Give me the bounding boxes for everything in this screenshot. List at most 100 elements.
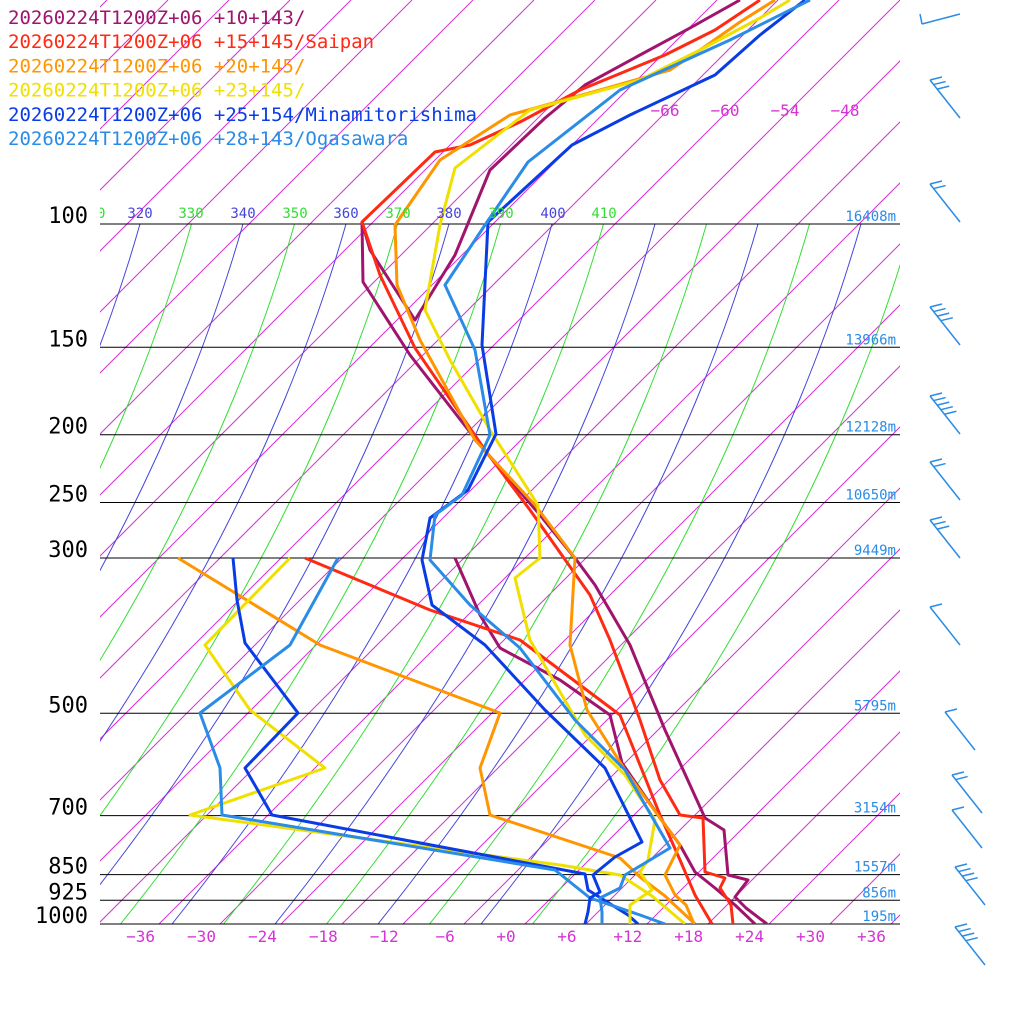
legend-entry: 20260224T1200Z+06 +20+145/ (8, 55, 305, 77)
height-label: 9449m (854, 543, 896, 559)
height-label: 195m (862, 909, 896, 925)
temperature-line (428, 0, 811, 924)
dry-adiabat-line (480, 223, 862, 924)
dry-adiabat-line (223, 223, 604, 924)
theta-label: 410 (591, 206, 616, 222)
isotherm-line (100, 0, 413, 313)
height-label: 16408m (845, 209, 896, 225)
wind-barb (929, 76, 961, 119)
temperature-tick-label: +36 (857, 927, 886, 946)
wind-barb (951, 771, 983, 814)
wind-barb (929, 303, 961, 346)
isotherm-line (100, 0, 474, 374)
dewpoint-line (188, 556, 686, 924)
isotherm-line (1013, 0, 1024, 924)
dry-adiabat-line (100, 223, 398, 817)
wind-barb (954, 863, 986, 906)
legend-entry: 20260224T1200Z+06 +15+145/Saipan (8, 31, 374, 53)
theta-label-partial: 0 (97, 206, 105, 222)
theta-label: 360 (333, 206, 358, 222)
isotherm-line (100, 0, 900, 801)
pressure-label: 925 (48, 880, 88, 905)
theta-label: 330 (178, 206, 203, 222)
temperature-tick-label: −6 (435, 927, 454, 946)
temperature-tick-label: −36 (126, 927, 155, 946)
pressure-label: 1000 (35, 904, 88, 929)
theta-label: 400 (540, 206, 565, 222)
dry-adiabat-line (274, 223, 656, 924)
pressure-label: 850 (48, 855, 88, 880)
temperature-line (420, 0, 806, 924)
height-label: 13966m (845, 332, 896, 348)
isotherm-line (524, 548, 900, 924)
dry-adiabat-line (100, 223, 141, 347)
pressure-label: 150 (48, 327, 88, 352)
isotherm-label: −60 (711, 101, 740, 120)
dewpoint-line (304, 556, 714, 924)
isotherm-label: −48 (831, 101, 860, 120)
dry-adiabat-line (377, 223, 759, 924)
pressure-label: 700 (48, 796, 88, 821)
temperature-tick-label: +24 (735, 927, 764, 946)
height-label: 1557m (854, 860, 896, 876)
wind-barb (929, 516, 961, 559)
isotherm-line (952, 0, 1024, 924)
isotherm-line (100, 60, 900, 862)
wind-barb (929, 180, 961, 223)
temperature-tick-label: +0 (496, 927, 515, 946)
theta-label: 380 (436, 206, 461, 222)
height-label: 5795m (854, 698, 896, 714)
isotherm-line (100, 0, 657, 557)
series-lines (177, 0, 811, 924)
theta-label: 370 (385, 206, 410, 222)
background-lines (100, 0, 1024, 924)
isotherm-line (585, 609, 900, 924)
isotherm-line (707, 731, 900, 924)
isotherm-line (100, 0, 779, 679)
height-label: 3154m (854, 801, 896, 817)
temperature-tick-label: −30 (187, 927, 216, 946)
pressure-label: 100 (48, 204, 88, 229)
legend-entry: 20260224T1200Z+06 +25+154/Minamitorishim… (8, 104, 477, 126)
wind-barb (951, 806, 983, 849)
theta-label: 390 (488, 206, 513, 222)
dry-adiabat-line (532, 263, 900, 924)
wind-barb (944, 708, 976, 751)
temperature-tick-label: +30 (796, 927, 825, 946)
wind-barb (954, 923, 986, 966)
dry-adiabat-line (429, 223, 810, 924)
temperature-tick-label: +18 (674, 927, 703, 946)
temperature-tick-label: +12 (613, 927, 642, 946)
dewpoint-line (177, 556, 697, 924)
temperature-tick-label: +6 (557, 927, 576, 946)
isotherm-line (100, 0, 535, 435)
theta-labels: 0 320 330 340 350 360 370 380 390 400 410 (97, 206, 617, 222)
isotherm-label: −54 (771, 101, 800, 120)
isotherm-line (219, 243, 900, 924)
isotherm-line (829, 853, 900, 924)
isotherm-line (646, 670, 900, 924)
wind-barb (929, 458, 961, 501)
legend: 20260224T1200Z+06 +10+143/20260224T1200Z… (8, 7, 477, 150)
isotherm-label: −66 (651, 101, 680, 120)
dry-adiabat-line (100, 223, 192, 470)
dry-adiabat-line (100, 223, 295, 662)
dewpoint-line (231, 557, 640, 924)
isotherm-line (280, 304, 900, 924)
temperature-tick-label: −24 (248, 927, 277, 946)
wind-barb (929, 603, 961, 646)
pressure-label: 200 (48, 415, 88, 440)
legend-entry: 20260224T1200Z+06 +28+143/Ogasawara (8, 128, 408, 150)
wind-barb (919, 13, 961, 25)
theta-label: 350 (282, 206, 307, 222)
theta-label: 340 (230, 206, 255, 222)
isotherm-line (890, 914, 900, 924)
wind-barb (929, 392, 961, 435)
temperature-line (360, 0, 761, 924)
legend-entry: 20260224T1200Z+06 +10+143/ (8, 7, 305, 29)
theta-label: 320 (127, 206, 152, 222)
dewpoint-line (198, 557, 666, 924)
legend-entry: 20260224T1200Z+06 +23+145/ (8, 80, 305, 102)
